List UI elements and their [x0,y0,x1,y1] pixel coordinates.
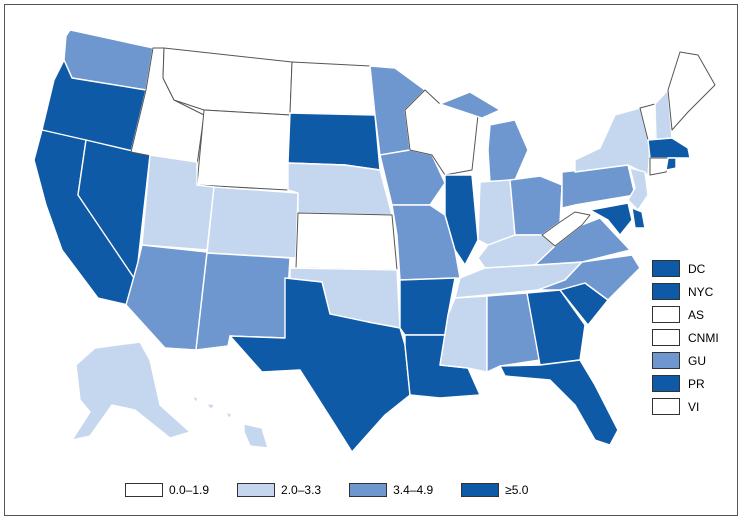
territory-key: DC NYC AS CNMI GU PR VI [652,257,724,418]
legend-swatch [125,483,163,497]
territory-swatch [652,352,680,369]
territory-swatch [652,283,680,300]
state-nd[interactable] [289,61,376,116]
territory-row: NYC [652,280,724,303]
state-tx[interactable] [229,277,411,453]
territory-row: VI [652,395,724,418]
state-in[interactable] [477,179,516,246]
state-ks[interactable] [295,212,398,271]
state-me[interactable] [667,51,716,131]
territory-row: GU [652,349,724,372]
territory-label: AS [688,307,705,322]
territory-row: DC [652,257,724,280]
legend-item: ≥5.0 [461,483,528,497]
territory-swatch [652,375,680,392]
territory-swatch [652,329,680,346]
state-pa[interactable] [561,164,636,209]
state-az[interactable] [125,244,208,351]
territory-swatch [652,306,680,323]
state-ny[interactable] [574,107,651,176]
legend-item: 0.0–1.9 [125,483,209,497]
state-hi[interactable] [191,395,269,449]
state-nm[interactable] [195,252,291,351]
state-fl[interactable] [499,359,619,446]
state-al[interactable] [486,292,541,373]
legend-item: 3.4–4.9 [349,483,433,497]
legend-item: 2.0–3.3 [237,483,321,497]
territory-swatch [652,398,680,415]
state-de[interactable] [631,207,646,229]
state-sd[interactable] [287,112,381,171]
state-wv[interactable] [541,211,591,247]
territory-label: NYC [688,284,714,299]
state-mo[interactable] [391,204,461,281]
territory-label: DC [688,261,706,276]
rate-legend: 0.0–1.9 2.0–3.3 3.4–4.9 ≥5.0 [125,479,645,501]
state-nc[interactable] [537,254,641,301]
territory-row: PR [652,372,724,395]
state-wy[interactable] [196,109,291,191]
legend-swatch [349,483,388,497]
legend-swatch [461,483,500,497]
legend-label: 2.0–3.3 [281,483,322,497]
state-ne[interactable] [287,162,393,216]
state-md[interactable] [589,202,633,236]
legend-label: 0.0–1.9 [169,483,210,497]
state-ak[interactable] [71,341,191,441]
state-ri[interactable] [665,157,677,171]
legend-label: 3.4–4.9 [393,483,434,497]
legend-swatch [237,483,276,497]
legend-label: ≥5.0 [505,483,529,497]
territory-row: CNMI [652,326,724,349]
state-co[interactable] [206,186,299,259]
territory-label: GU [688,353,706,368]
territory-label: CNMI [688,330,719,345]
state-il[interactable] [444,174,479,266]
state-ma[interactable] [647,137,691,159]
territory-label: PR [688,376,705,391]
territory-label: VI [688,399,700,414]
territory-row: AS [652,303,724,326]
territory-swatch [652,260,680,277]
state-ct[interactable] [649,157,669,176]
